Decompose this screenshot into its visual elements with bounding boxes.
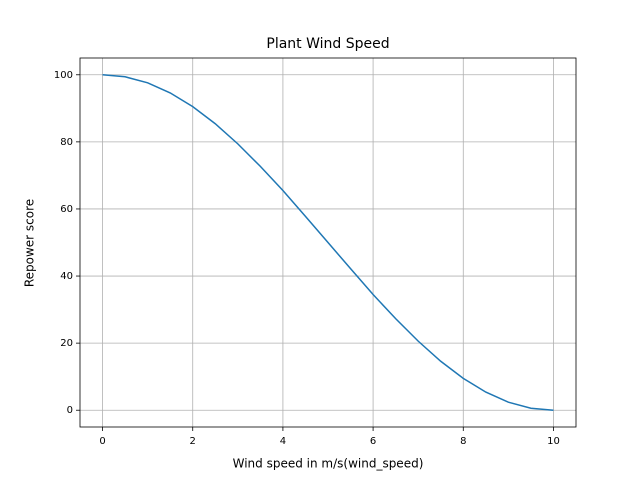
- x-tick-label: 0: [99, 436, 105, 447]
- line: [102, 74, 554, 411]
- x-tick-label: 4: [280, 436, 286, 447]
- y-axis-label: Repower score: [23, 199, 37, 287]
- x-tick-label: 6: [370, 436, 376, 447]
- y-tick-label: 100: [54, 70, 73, 81]
- y-tick-label: 40: [60, 271, 73, 282]
- y-tick-label: 0: [67, 405, 73, 416]
- y-tick-label: 60: [60, 204, 73, 215]
- x-tick-label: 10: [547, 436, 560, 447]
- x-tick-label: 8: [460, 436, 466, 447]
- y-tick-label: 20: [60, 338, 73, 349]
- y-tick-label: 80: [60, 137, 73, 148]
- x-tick-label: 2: [190, 436, 196, 447]
- plot-frame: [79, 57, 577, 428]
- x-axis-label: Wind speed in m/s(wind_speed): [233, 457, 424, 471]
- chart-title: Plant Wind Speed: [266, 36, 389, 52]
